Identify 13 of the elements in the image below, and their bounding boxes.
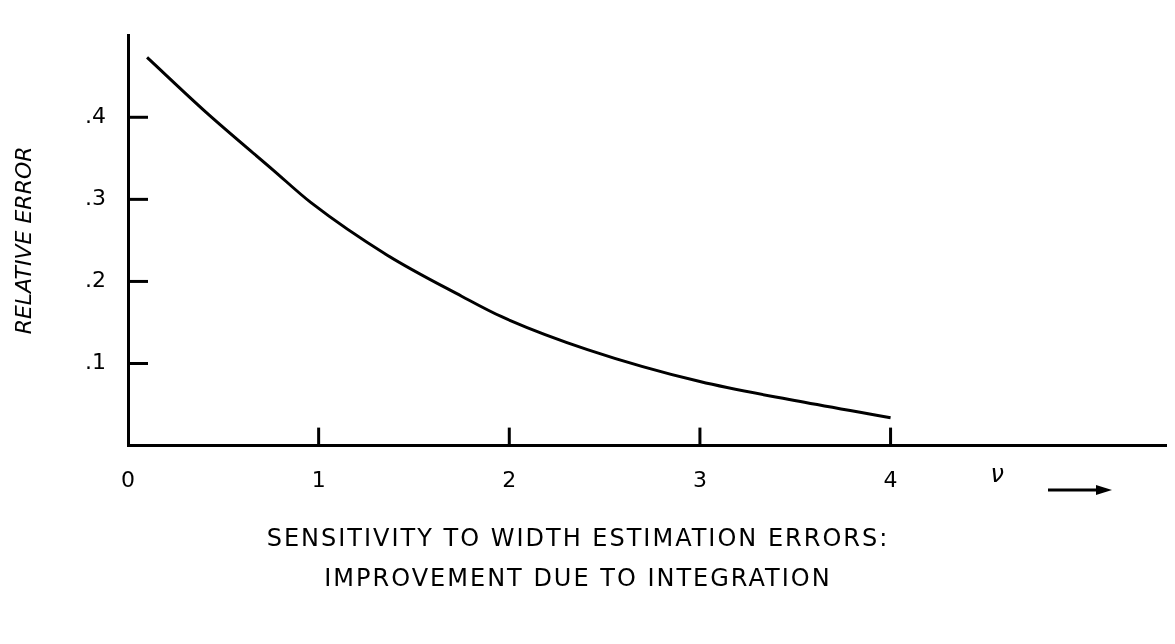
x-tick-label: 3	[692, 466, 707, 492]
y-axis-title: RELATIVE ERROR	[10, 146, 36, 335]
y-tick-label: .3	[85, 185, 106, 211]
y-tick-label: .1	[85, 349, 106, 375]
x-tick-label: 4	[883, 466, 898, 492]
line-series	[145, 55, 893, 420]
y-tick-label: .4	[85, 103, 106, 128]
x-tick-label: 1	[311, 466, 326, 492]
x-tick-label: 0	[121, 466, 135, 492]
text: SENSITIVITY TO WIDTH ESTIMATION ERRORS: IMPROVEMENT DUE TO INTEGRATION	[265, 523, 891, 594]
x-tick-label: 2	[502, 466, 517, 492]
x-axis-title: ν	[990, 459, 1004, 488]
y-tick-label: .2	[85, 267, 106, 293]
